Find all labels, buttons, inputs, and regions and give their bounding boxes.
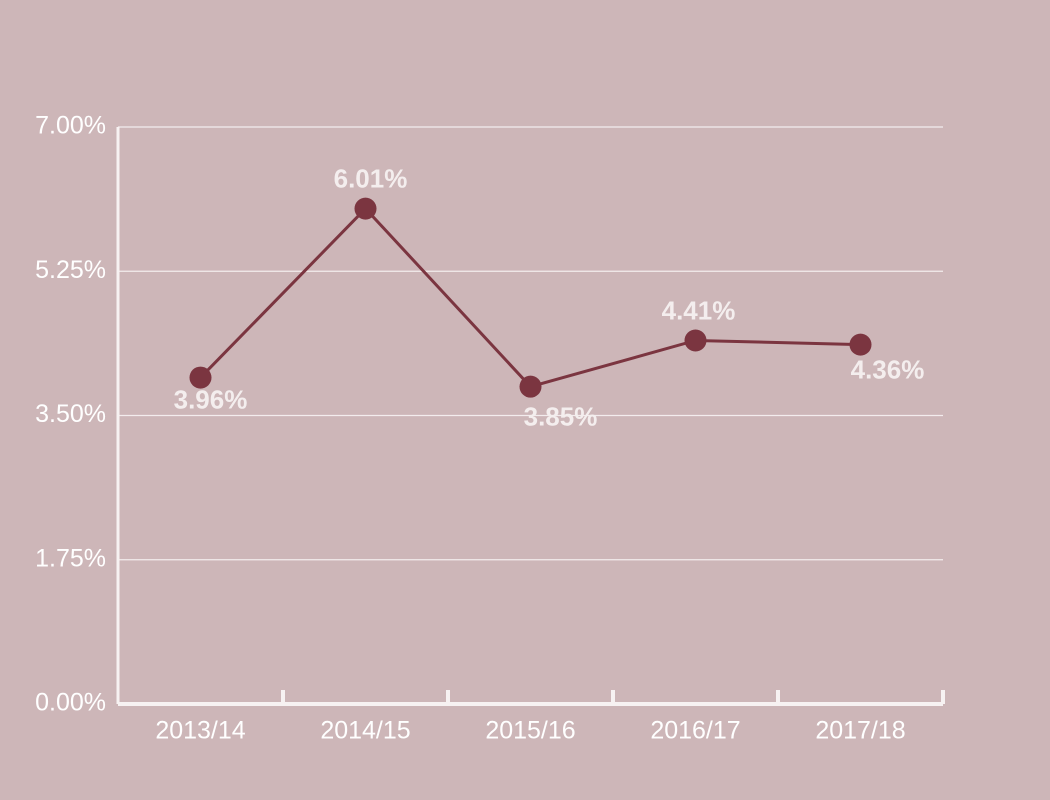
data-label: 3.85% (524, 402, 598, 432)
data-line (199, 206, 861, 389)
y-tick-label: 3.50% (35, 400, 106, 428)
x-tick-label: 2016/17 (650, 717, 740, 745)
data-label: 4.41% (662, 295, 736, 325)
data-point (354, 197, 377, 220)
y-tick-label: 7.00% (35, 112, 106, 140)
x-tick-label: 2017/18 (815, 717, 905, 745)
y-tick-label: 0.00% (35, 689, 106, 717)
data-label: 6.01% (334, 163, 408, 193)
x-tick-label: 2013/14 (155, 717, 245, 745)
data-point (849, 333, 872, 356)
x-tick-label: 2014/15 (320, 717, 410, 745)
data-label: 4.36% (851, 354, 925, 384)
data-point (189, 366, 212, 389)
y-tick-label: 5.25% (35, 256, 106, 284)
x-tick-label: 2015/16 (485, 717, 575, 745)
data-point (684, 329, 707, 352)
data-label: 3.96% (174, 384, 248, 414)
data-point (519, 375, 542, 398)
y-tick-label: 1.75% (35, 544, 106, 572)
